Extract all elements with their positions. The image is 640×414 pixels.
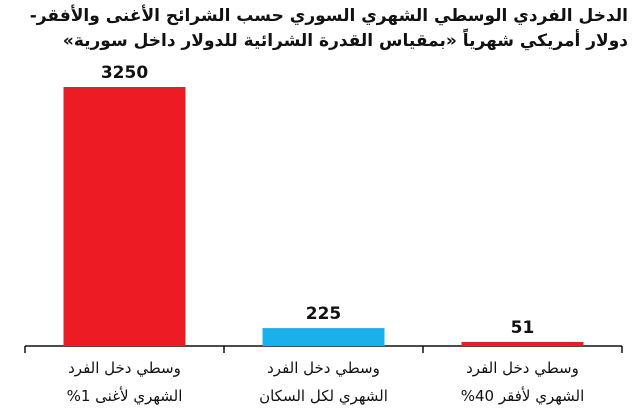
bar (262, 328, 385, 346)
bar (461, 341, 584, 346)
x-tick-label: وسطي دخل الفرد الشهري لأغنى 1% (66, 359, 183, 405)
value-label: 3250 (100, 63, 149, 83)
chart-title: الدخل الفردي الوسطي الشهري السوري حسب ال… (29, 6, 628, 51)
x-tick-label: وسطي دخل الفرد الشهري لكل السكان (259, 359, 388, 405)
value-label: 225 (305, 304, 342, 325)
bar (63, 87, 186, 346)
value-label: 51 (510, 317, 535, 338)
x-tick-label: وسطي دخل الفرد الشهري لأفقر 40% (460, 359, 585, 405)
